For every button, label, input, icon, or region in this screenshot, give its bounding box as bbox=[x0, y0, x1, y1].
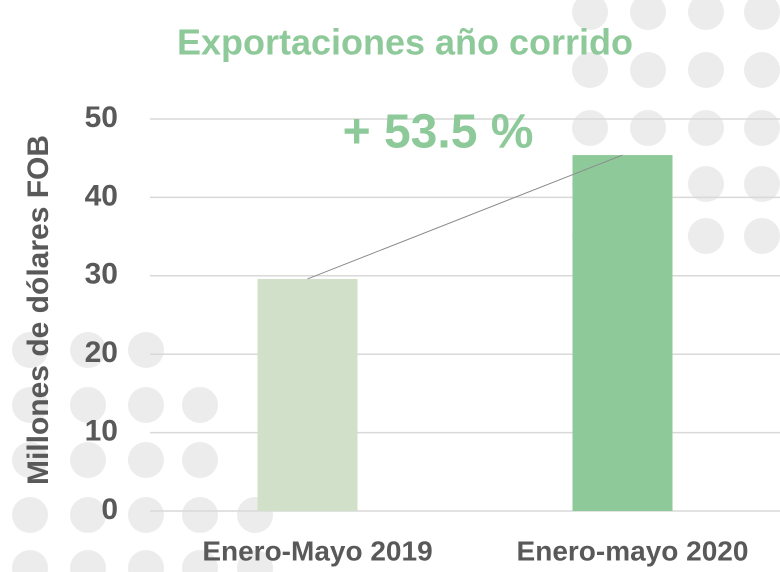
dot bbox=[744, 52, 780, 88]
dot bbox=[688, 52, 724, 88]
dot bbox=[572, 110, 608, 146]
dot bbox=[744, 166, 780, 202]
dot bbox=[182, 550, 218, 572]
dot bbox=[182, 387, 218, 423]
dot bbox=[12, 497, 48, 533]
y-tick-label: 20 bbox=[85, 336, 118, 369]
y-tick-label: 50 bbox=[85, 101, 118, 134]
dot bbox=[688, 0, 724, 30]
x-tick-label: Enero-mayo 2020 bbox=[517, 535, 749, 566]
dot bbox=[630, 110, 666, 146]
dot bbox=[688, 166, 724, 202]
dot bbox=[70, 387, 106, 423]
dot bbox=[572, 52, 608, 88]
dot bbox=[237, 550, 273, 572]
dot bbox=[12, 387, 48, 423]
dot bbox=[12, 442, 48, 478]
y-axis-label: Millones de dólares FOB bbox=[22, 135, 55, 485]
dot bbox=[182, 497, 218, 533]
dot bbox=[128, 332, 164, 368]
dot bbox=[70, 442, 106, 478]
dot bbox=[630, 0, 666, 30]
dot bbox=[744, 218, 780, 254]
dot bbox=[744, 110, 780, 146]
dot bbox=[128, 497, 164, 533]
connector bbox=[307, 154, 623, 280]
bar bbox=[572, 155, 673, 511]
dot bbox=[70, 497, 106, 533]
dot bbox=[630, 52, 666, 88]
dot bbox=[128, 550, 164, 572]
dot bbox=[12, 332, 48, 368]
dot bbox=[688, 218, 724, 254]
dot bbox=[70, 332, 106, 368]
dot bbox=[744, 0, 780, 30]
dot bbox=[182, 442, 218, 478]
annotation: + 53.5 % bbox=[343, 106, 534, 159]
y-tick-label: 40 bbox=[85, 179, 118, 212]
y-tick-label: 0 bbox=[101, 493, 118, 526]
y-tick-label: 10 bbox=[85, 415, 118, 448]
y-tick-label: 30 bbox=[85, 258, 118, 291]
dot bbox=[12, 550, 48, 572]
bar bbox=[257, 278, 358, 511]
dot bbox=[70, 550, 106, 572]
dot bbox=[128, 442, 164, 478]
dot bbox=[128, 387, 164, 423]
dot bbox=[688, 110, 724, 146]
x-tick-label: Enero-Mayo 2019 bbox=[202, 535, 432, 566]
dot bbox=[572, 0, 608, 30]
chart-title: Exportaciones año corrido bbox=[177, 22, 633, 63]
